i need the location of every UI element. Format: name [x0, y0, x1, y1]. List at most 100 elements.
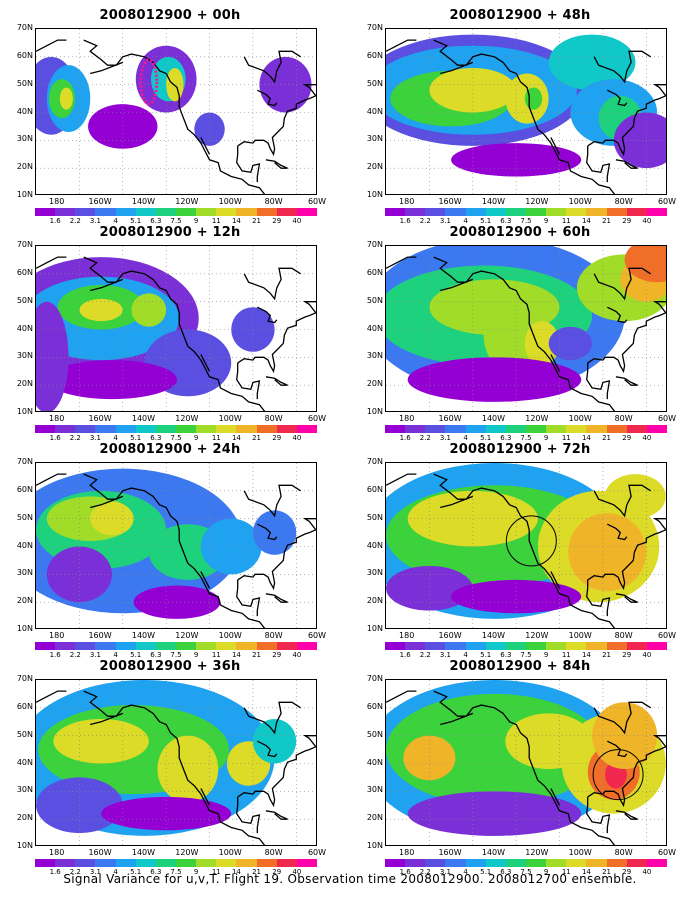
- y-tick-label: 70N: [16, 23, 33, 32]
- colorbar-swatch: [216, 425, 237, 433]
- x-tick-label: 140W: [131, 631, 156, 640]
- colorbar-swatch: [75, 208, 96, 216]
- colorbar-label: 14: [231, 217, 241, 225]
- colorbar-swatch: [405, 208, 426, 216]
- variance-contours: [386, 34, 666, 177]
- y-tick-label: 60N: [366, 484, 383, 494]
- x-tick-label: 60W: [307, 631, 327, 640]
- x-tick-label: 80W: [614, 848, 633, 857]
- panel-title: 2008012900 + 24h: [99, 442, 241, 457]
- map-area: [385, 28, 667, 195]
- y-tick-label: 30N: [366, 568, 383, 578]
- colorbar-label: 3.1: [439, 434, 451, 442]
- colorbar-label: 11: [211, 868, 221, 876]
- colorbar-swatch: [196, 642, 217, 650]
- colorbar-swatch: [646, 642, 667, 650]
- x-tick-label: 180: [49, 631, 65, 640]
- y-tick-label: 20N: [16, 162, 33, 172]
- colorbar-swatch: [155, 208, 176, 216]
- colorbar-swatch: [405, 642, 426, 650]
- colorbar-label: 9: [193, 651, 199, 659]
- colorbar-label: 29: [622, 651, 632, 659]
- colorbar-label: 40: [292, 651, 302, 659]
- colorbar-swatch: [55, 642, 76, 650]
- colorbar-label: 5.1: [130, 868, 142, 876]
- colorbar-swatch: [216, 208, 237, 216]
- colorbar-swatch: [236, 642, 257, 650]
- colorbar-label: 9: [543, 217, 549, 225]
- x-tick-label: 140W: [481, 848, 506, 857]
- coastline: [237, 518, 316, 591]
- y-tick-label: 30N: [16, 351, 33, 361]
- x-tick-label: 100W: [218, 631, 242, 640]
- coastline: [257, 523, 278, 541]
- map-area: [385, 462, 667, 629]
- map-area: [385, 245, 667, 412]
- y-tick-label: 10N: [366, 190, 383, 199]
- colorbar-swatch: [296, 642, 317, 650]
- x-tick-label: 100W: [568, 631, 592, 640]
- colorbar-label: 11: [561, 217, 571, 225]
- colorbar-labels: 1.6 2.2 3.1 4 5.1 6.3 7.5 9 11 14 21 29 40: [385, 434, 667, 444]
- x-tick-label: 100W: [218, 197, 242, 206]
- colorbar: [385, 859, 667, 867]
- coastline: [265, 810, 288, 820]
- colorbar-swatch: [485, 425, 506, 433]
- coastline: [36, 39, 67, 52]
- colorbar-label: 3.1: [89, 868, 101, 876]
- coastline: [236, 796, 261, 834]
- colorbar-swatch: [485, 208, 506, 216]
- coastline: [440, 495, 474, 509]
- coastline: [265, 593, 288, 603]
- colorbar-label: 40: [642, 868, 652, 876]
- coastline: [265, 159, 288, 169]
- colorbar-label: 4: [463, 434, 468, 442]
- colorbar-swatch: [606, 208, 627, 216]
- variance-field: [386, 680, 666, 845]
- y-tick-label: 10N: [16, 407, 33, 416]
- colorbar-swatch: [586, 425, 607, 433]
- colorbar-swatch: [525, 642, 547, 650]
- colorbar-label: 6.3: [500, 651, 512, 659]
- y-tick-label: 10N: [16, 624, 33, 633]
- coastline: [586, 796, 611, 834]
- colorbar-label: 29: [272, 651, 282, 659]
- map-panel: 2008012900 + 84h 70N 60N 50N 40N 30N 20N 10N 180…: [350, 659, 690, 876]
- y-tick-label: 50N: [366, 512, 383, 522]
- map-panel: 2008012900 + 36h 70N 60N 50N 40N 30N 20N 10N 180…: [0, 659, 340, 876]
- variance-contour: [259, 56, 312, 113]
- coastline: [587, 735, 666, 808]
- variance-field: [36, 29, 316, 194]
- y-tick-label: 70N: [366, 674, 383, 683]
- coastline: [90, 61, 124, 75]
- x-tick-label: 120W: [525, 414, 549, 423]
- colorbar-swatch: [445, 642, 466, 650]
- colorbar-label: 1.6: [49, 217, 61, 225]
- coastline: [440, 278, 474, 292]
- variance-contour: [36, 777, 123, 834]
- colorbar-swatch: [75, 642, 96, 650]
- colorbar-labels: 1.6 2.2 3.1 4 5.1 6.3 7.5 9 11 14 21 29 40: [35, 217, 317, 227]
- coastline: [386, 39, 417, 52]
- coastline: [615, 593, 638, 603]
- colorbar-swatch: [276, 425, 297, 433]
- y-tick-label: 30N: [366, 351, 383, 361]
- colorbar-label: 2.2: [69, 434, 81, 442]
- map-panel: 2008012900 + 60h 70N 60N 50N 40N 30N 20N 10N 180…: [350, 225, 690, 442]
- variance-contour: [605, 474, 666, 519]
- coastline: [433, 256, 616, 411]
- colorbar-swatch: [566, 859, 587, 867]
- panel-title: 2008012900 + 12h: [99, 225, 241, 240]
- coastline: [83, 256, 266, 411]
- variance-contours: [36, 468, 297, 619]
- colorbar-labels: 1.6 2.2 3.1 4 5.1 6.3 7.5 9 11 14 21 29 40: [35, 868, 317, 878]
- y-tick-label: 10N: [16, 841, 33, 850]
- x-tick-label: 60W: [657, 848, 677, 857]
- colorbar-label: 21: [602, 434, 612, 442]
- variance-contour: [46, 546, 112, 603]
- colorbar-label: 7.5: [170, 434, 182, 442]
- colorbar-labels: 1.6 2.2 3.1 4 5.1 6.3 7.5 9 11 14 21 29 40: [385, 651, 667, 661]
- colorbar-swatch: [626, 425, 647, 433]
- colorbar-swatch: [276, 859, 297, 867]
- colorbar-label: 2.2: [419, 217, 431, 225]
